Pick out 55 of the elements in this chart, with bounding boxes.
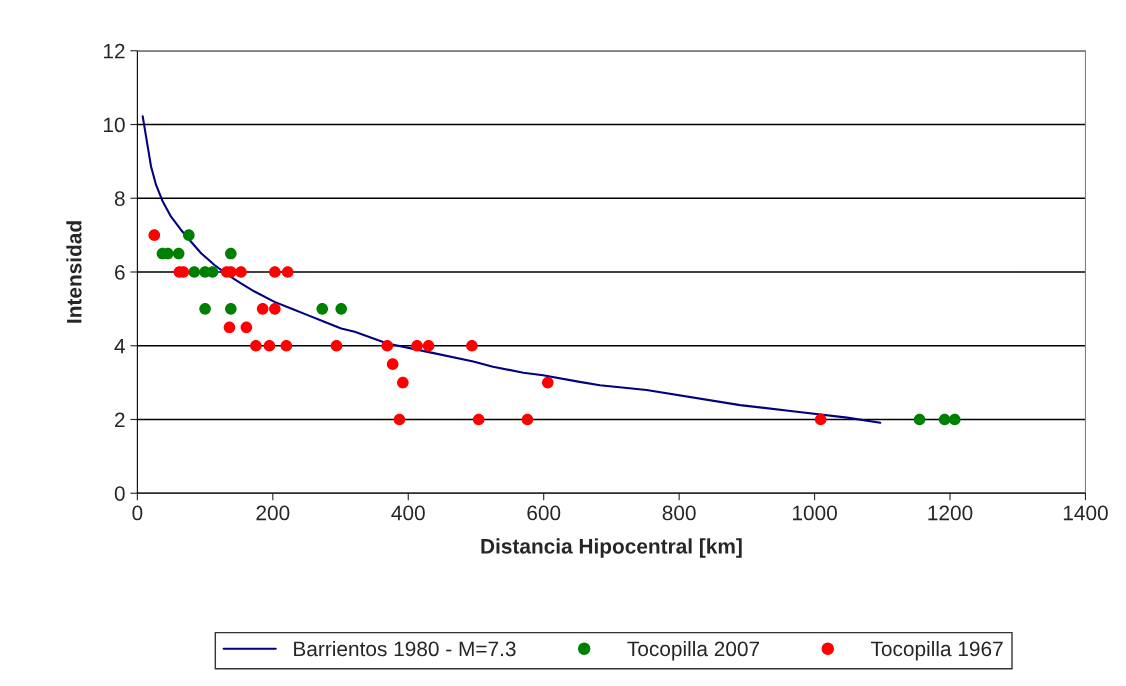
point — [411, 339, 423, 352]
legend-label: Barrientos 1980 - M=7.3 — [294, 640, 516, 657]
x-tick-label: 1400 — [1063, 505, 1108, 521]
point — [938, 413, 951, 426]
point — [335, 303, 348, 315]
y-tick-label: 8 — [114, 191, 125, 207]
point — [422, 339, 435, 352]
x-tick-label: 1200 — [928, 505, 973, 521]
x-tick-label: 400 — [391, 505, 425, 521]
point — [225, 303, 237, 315]
point — [269, 303, 281, 315]
x-tick-label: 800 — [662, 505, 696, 521]
point — [472, 413, 485, 426]
point — [397, 376, 409, 389]
point — [541, 376, 554, 389]
point — [223, 321, 236, 334]
x-axis-title: Distancia Hipocentral [km] — [481, 538, 742, 558]
point — [330, 339, 343, 352]
y-tick-label: 10 — [103, 117, 125, 133]
x-tick-label: 600 — [527, 505, 561, 521]
point — [280, 339, 293, 352]
y-axis-title: Intensidad — [66, 221, 82, 323]
x-tick-label: 1000 — [793, 505, 837, 521]
point — [240, 321, 253, 334]
point — [256, 303, 269, 315]
legend-label: Tocopilla 1967 — [870, 640, 1003, 661]
point — [199, 303, 211, 315]
legend-label: Tocopilla 2007 — [627, 640, 760, 661]
point — [148, 229, 161, 241]
y-tick-label: 4 — [114, 338, 125, 354]
point — [521, 413, 534, 426]
point — [225, 247, 237, 260]
point — [316, 303, 329, 315]
x-tick-label: 0 — [132, 505, 143, 521]
point — [281, 266, 294, 278]
point — [948, 413, 961, 426]
point — [172, 247, 185, 260]
y-tick-label: 12 — [103, 43, 125, 59]
point — [381, 339, 394, 352]
point — [386, 358, 399, 370]
y-tick-label: 6 — [115, 265, 125, 280]
point — [814, 413, 827, 426]
point — [466, 339, 478, 352]
point — [250, 339, 262, 352]
point — [913, 413, 926, 426]
point — [393, 413, 406, 426]
x-tick-label: 200 — [256, 505, 290, 521]
line-series — [141, 115, 882, 424]
point — [188, 266, 201, 278]
point — [263, 339, 276, 352]
point — [235, 266, 247, 278]
point — [269, 266, 281, 278]
y-tick-label: 0 — [114, 486, 125, 501]
y-tick-label: 2 — [115, 412, 125, 428]
point — [183, 229, 195, 241]
